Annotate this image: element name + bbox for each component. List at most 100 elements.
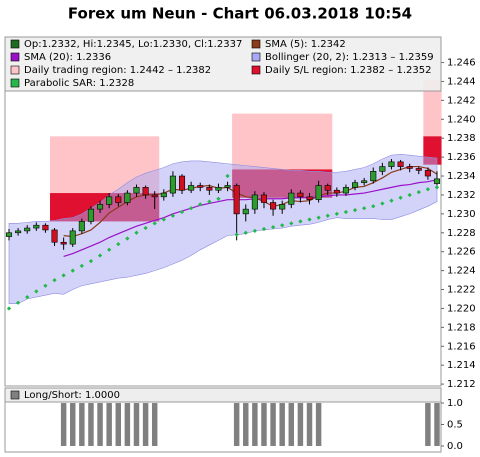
legend-label: Parabolic SAR: 1.2328 (24, 78, 134, 89)
candle-body (133, 187, 140, 194)
long-short-bar (270, 403, 276, 446)
long-short-bar (88, 403, 94, 446)
y-tick-label: 1.214 (447, 360, 476, 371)
y-tick-label: 1.234 (447, 171, 476, 182)
sar-dot (161, 217, 166, 222)
candle-body (361, 180, 368, 183)
long-short-bar (233, 403, 240, 446)
candle-body (297, 192, 304, 198)
trading-region (232, 113, 333, 170)
legend-label: Bollinger (20, 2): 1.2313 – 1.2359 (265, 52, 434, 63)
y-tick-label: 1.240 (447, 114, 476, 125)
candle-body (279, 204, 286, 210)
candle-body (60, 241, 67, 245)
candle-body (42, 224, 49, 231)
candle-body (251, 194, 258, 210)
sar-dot (116, 242, 121, 247)
sar-dot (179, 209, 185, 215)
candle-body (69, 230, 76, 245)
y-tick-label: 1.212 (447, 379, 476, 390)
chart-title: Forex um Neun - Chart 06.03.2018 10:54 (68, 5, 412, 23)
sar-dot (334, 211, 339, 216)
candle-body (260, 194, 268, 203)
candle-body (97, 204, 104, 210)
candle-body (352, 182, 359, 188)
y-tick-label: 1.228 (447, 228, 476, 239)
sar-dot (352, 207, 358, 213)
candle-body (224, 185, 231, 188)
legend-label: SMA (5): 1.2342 (265, 39, 346, 50)
legend-label: SMA (20): 1.2336 (24, 52, 111, 63)
sar-dot (380, 201, 385, 206)
candle-body (151, 194, 158, 198)
y-tick-label: 1.226 (447, 247, 476, 258)
sar-dot (107, 247, 112, 252)
candle-body (379, 166, 386, 172)
long-short-bar (425, 403, 431, 446)
candle-body (87, 208, 94, 222)
sar-dot (434, 185, 440, 190)
legend-label: Daily trading region: 1.2442 – 1.2382 (24, 65, 211, 76)
sar-dot (270, 224, 276, 230)
long-short-bar (115, 403, 122, 446)
legend-swatch (10, 52, 20, 62)
candle-body (215, 187, 222, 191)
sar-dot (398, 195, 403, 200)
candle-body (178, 175, 186, 191)
candle-body (24, 227, 31, 232)
long-short-bar (70, 403, 76, 446)
candle-body (78, 221, 85, 232)
legend-label: Op:1.2332, Hi:1.2345, Lo:1.2330, Cl:1.23… (24, 39, 242, 50)
legend-swatch (10, 39, 20, 49)
sar-dot (207, 199, 212, 204)
candle-body (397, 161, 404, 167)
candle-body (115, 196, 122, 203)
y-tick-label: 1.236 (447, 152, 476, 163)
legend-label: Long/Short: 1.0000 (24, 390, 120, 401)
long-short-bar (133, 403, 140, 446)
candle-body (370, 171, 377, 182)
long-short-bar (60, 403, 67, 446)
long-short-bar (106, 403, 112, 446)
lower-y-tick-label: 1.0 (447, 398, 463, 409)
long-short-bar (434, 403, 440, 446)
candle-body (306, 196, 313, 200)
legend-swatch (251, 52, 261, 62)
lower-y-tick-label: 0.0 (447, 441, 463, 452)
y-tick-label: 1.222 (447, 285, 476, 296)
sar-dot (152, 221, 157, 226)
legend-label: Daily S/L region: 1.2382 – 1.2352 (265, 65, 431, 76)
sar-dot (252, 228, 257, 234)
sar-dot (143, 225, 148, 231)
long-short-bar (124, 403, 131, 446)
long-short-bar (279, 403, 285, 446)
sar-dot (189, 206, 194, 211)
legend-swatch (10, 78, 20, 88)
long-short-bar (252, 403, 258, 446)
candle-body (433, 178, 441, 184)
candle-body (5, 232, 13, 237)
sar-dot (170, 213, 176, 218)
long-short-bar (97, 403, 103, 446)
sar-dot (198, 202, 203, 207)
y-tick-label: 1.218 (447, 322, 476, 333)
candle-body (188, 185, 195, 191)
sma20-line (63, 179, 438, 257)
candle-body (15, 230, 22, 234)
legend-swatch (251, 39, 261, 49)
sar-dot (134, 230, 139, 235)
sar-dot (125, 236, 130, 241)
long-short-bar (297, 403, 304, 446)
bollinger-band (8, 153, 438, 305)
candle-body (160, 192, 167, 198)
sar-dot (389, 198, 394, 203)
trading-region (423, 79, 442, 137)
candle-body (342, 187, 349, 194)
long-short-bar (142, 403, 149, 446)
candle-body (106, 196, 113, 205)
y-tick-label: 1.232 (447, 190, 476, 201)
legend-swatch (251, 65, 261, 75)
long-short-bar (288, 403, 295, 446)
y-tick-label: 1.216 (447, 341, 476, 352)
